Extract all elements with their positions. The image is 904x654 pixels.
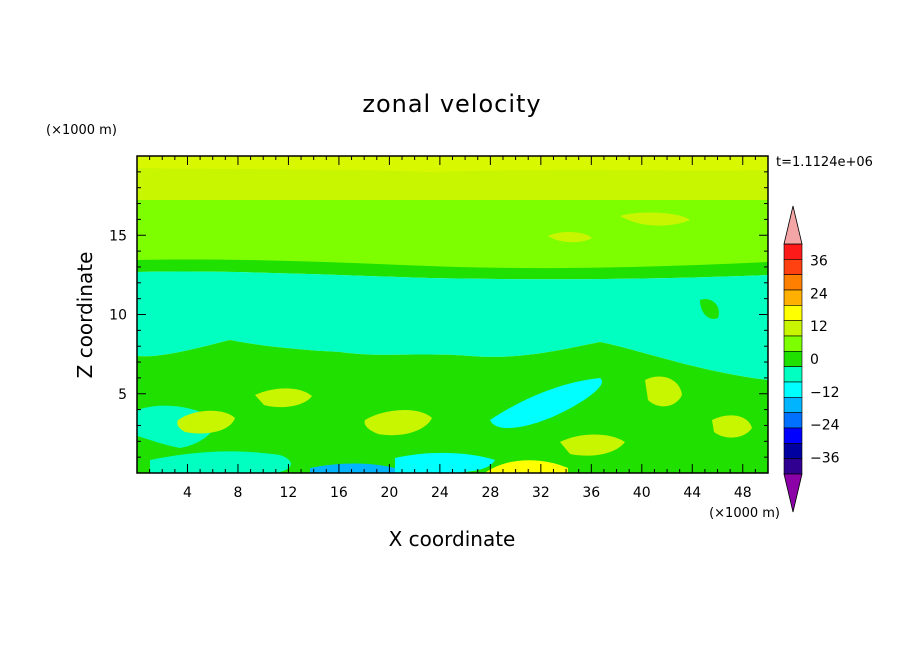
contour-field <box>137 156 768 473</box>
x-tick-label: 4 <box>183 485 192 501</box>
colorbar-swatch <box>783 443 803 459</box>
cyan-streak-1 <box>490 378 602 429</box>
yellowgreen-top-edge <box>137 156 768 172</box>
colorbar-swatch <box>783 320 803 337</box>
colorbar-swatch <box>783 397 803 413</box>
x-tick-label: 28 <box>481 485 499 501</box>
x-tick-label: 48 <box>734 485 752 501</box>
colorbar-swatch <box>783 243 803 260</box>
yellowgreen-lens-1 <box>177 410 235 434</box>
x-tick-label: 8 <box>233 485 242 501</box>
colorbar-swatch <box>783 274 803 291</box>
x-tick-label: 36 <box>582 485 600 501</box>
green-finger-right <box>700 299 719 319</box>
colorbar-swatch <box>783 458 803 475</box>
colorbar-overflow-low <box>783 473 803 513</box>
yellowgreen-blob-upper <box>548 232 592 243</box>
yellowgreen-lens-6 <box>712 415 752 438</box>
colorbar-swatch <box>783 305 803 321</box>
band-cyan-green <box>137 271 768 380</box>
cyan-patch-bottom-2 <box>395 452 495 473</box>
y-tick-label: 5 <box>118 387 127 403</box>
colorbar-swatch <box>783 259 803 275</box>
x-tick-label: 32 <box>532 485 550 501</box>
band-jet-core <box>137 259 768 280</box>
band-middle-green <box>137 200 768 270</box>
green-blob-upper-1 <box>345 201 372 215</box>
y-unit-label: (×1000 m) <box>46 123 117 138</box>
cyan-patch-bottom <box>150 451 291 473</box>
yellow-bottom-bump <box>485 460 568 473</box>
yellowgreen-lens-5 <box>645 376 682 407</box>
colorbar-tick-label: −24 <box>810 418 840 434</box>
chart-title: zonal velocity <box>362 90 541 118</box>
x-axis-label: X coordinate <box>389 527 516 551</box>
x-tick-label: 16 <box>330 485 348 501</box>
y-axis-ticks: 5 10 15 <box>109 171 768 458</box>
colorbar-overflow-high <box>783 205 803 245</box>
colorbar-swatch <box>783 412 803 429</box>
colorbar-tick-label: 24 <box>810 286 828 302</box>
colorbar-tick-label: −36 <box>810 451 840 467</box>
colorbar-swatch <box>783 335 803 352</box>
colorbar-swatch <box>783 381 803 398</box>
colorbar-swatch <box>783 351 803 367</box>
yellowgreen-lens-3 <box>255 388 312 408</box>
x-tick-label: 20 <box>380 485 398 501</box>
colorbar-swatch <box>783 427 803 444</box>
colorbar-swatch <box>783 366 803 383</box>
x-unit-label: (×1000 m) <box>709 506 780 521</box>
colorbar: 36 24 12 0 −12 −24 −36 <box>783 205 840 513</box>
y-tick-label: 10 <box>109 308 127 324</box>
y-axis-label: Z coordinate <box>73 252 97 379</box>
blue-patch-bottom <box>310 463 395 473</box>
colorbar-tick-label: 12 <box>810 319 828 335</box>
colorbar-tick-label: 36 <box>810 253 828 269</box>
x-tick-label: 40 <box>633 485 651 501</box>
y-tick-label: 15 <box>109 228 127 244</box>
time-label: t=1.1124e+06 <box>776 155 873 170</box>
yellowgreen-lens-2 <box>364 409 432 436</box>
x-tick-label: 24 <box>431 485 449 501</box>
x-axis-ticks: 4 8 12 16 20 24 28 32 36 40 44 48 <box>149 156 756 501</box>
yellowgreen-blob-upper-2 <box>620 212 690 226</box>
colorbar-swatch <box>783 289 803 306</box>
colorbar-tick-label: −12 <box>810 385 840 401</box>
x-tick-label: 12 <box>280 485 298 501</box>
x-tick-label: 44 <box>683 485 701 501</box>
yellowgreen-lens-4 <box>560 434 625 456</box>
colorbar-tick-label: 0 <box>810 352 819 368</box>
